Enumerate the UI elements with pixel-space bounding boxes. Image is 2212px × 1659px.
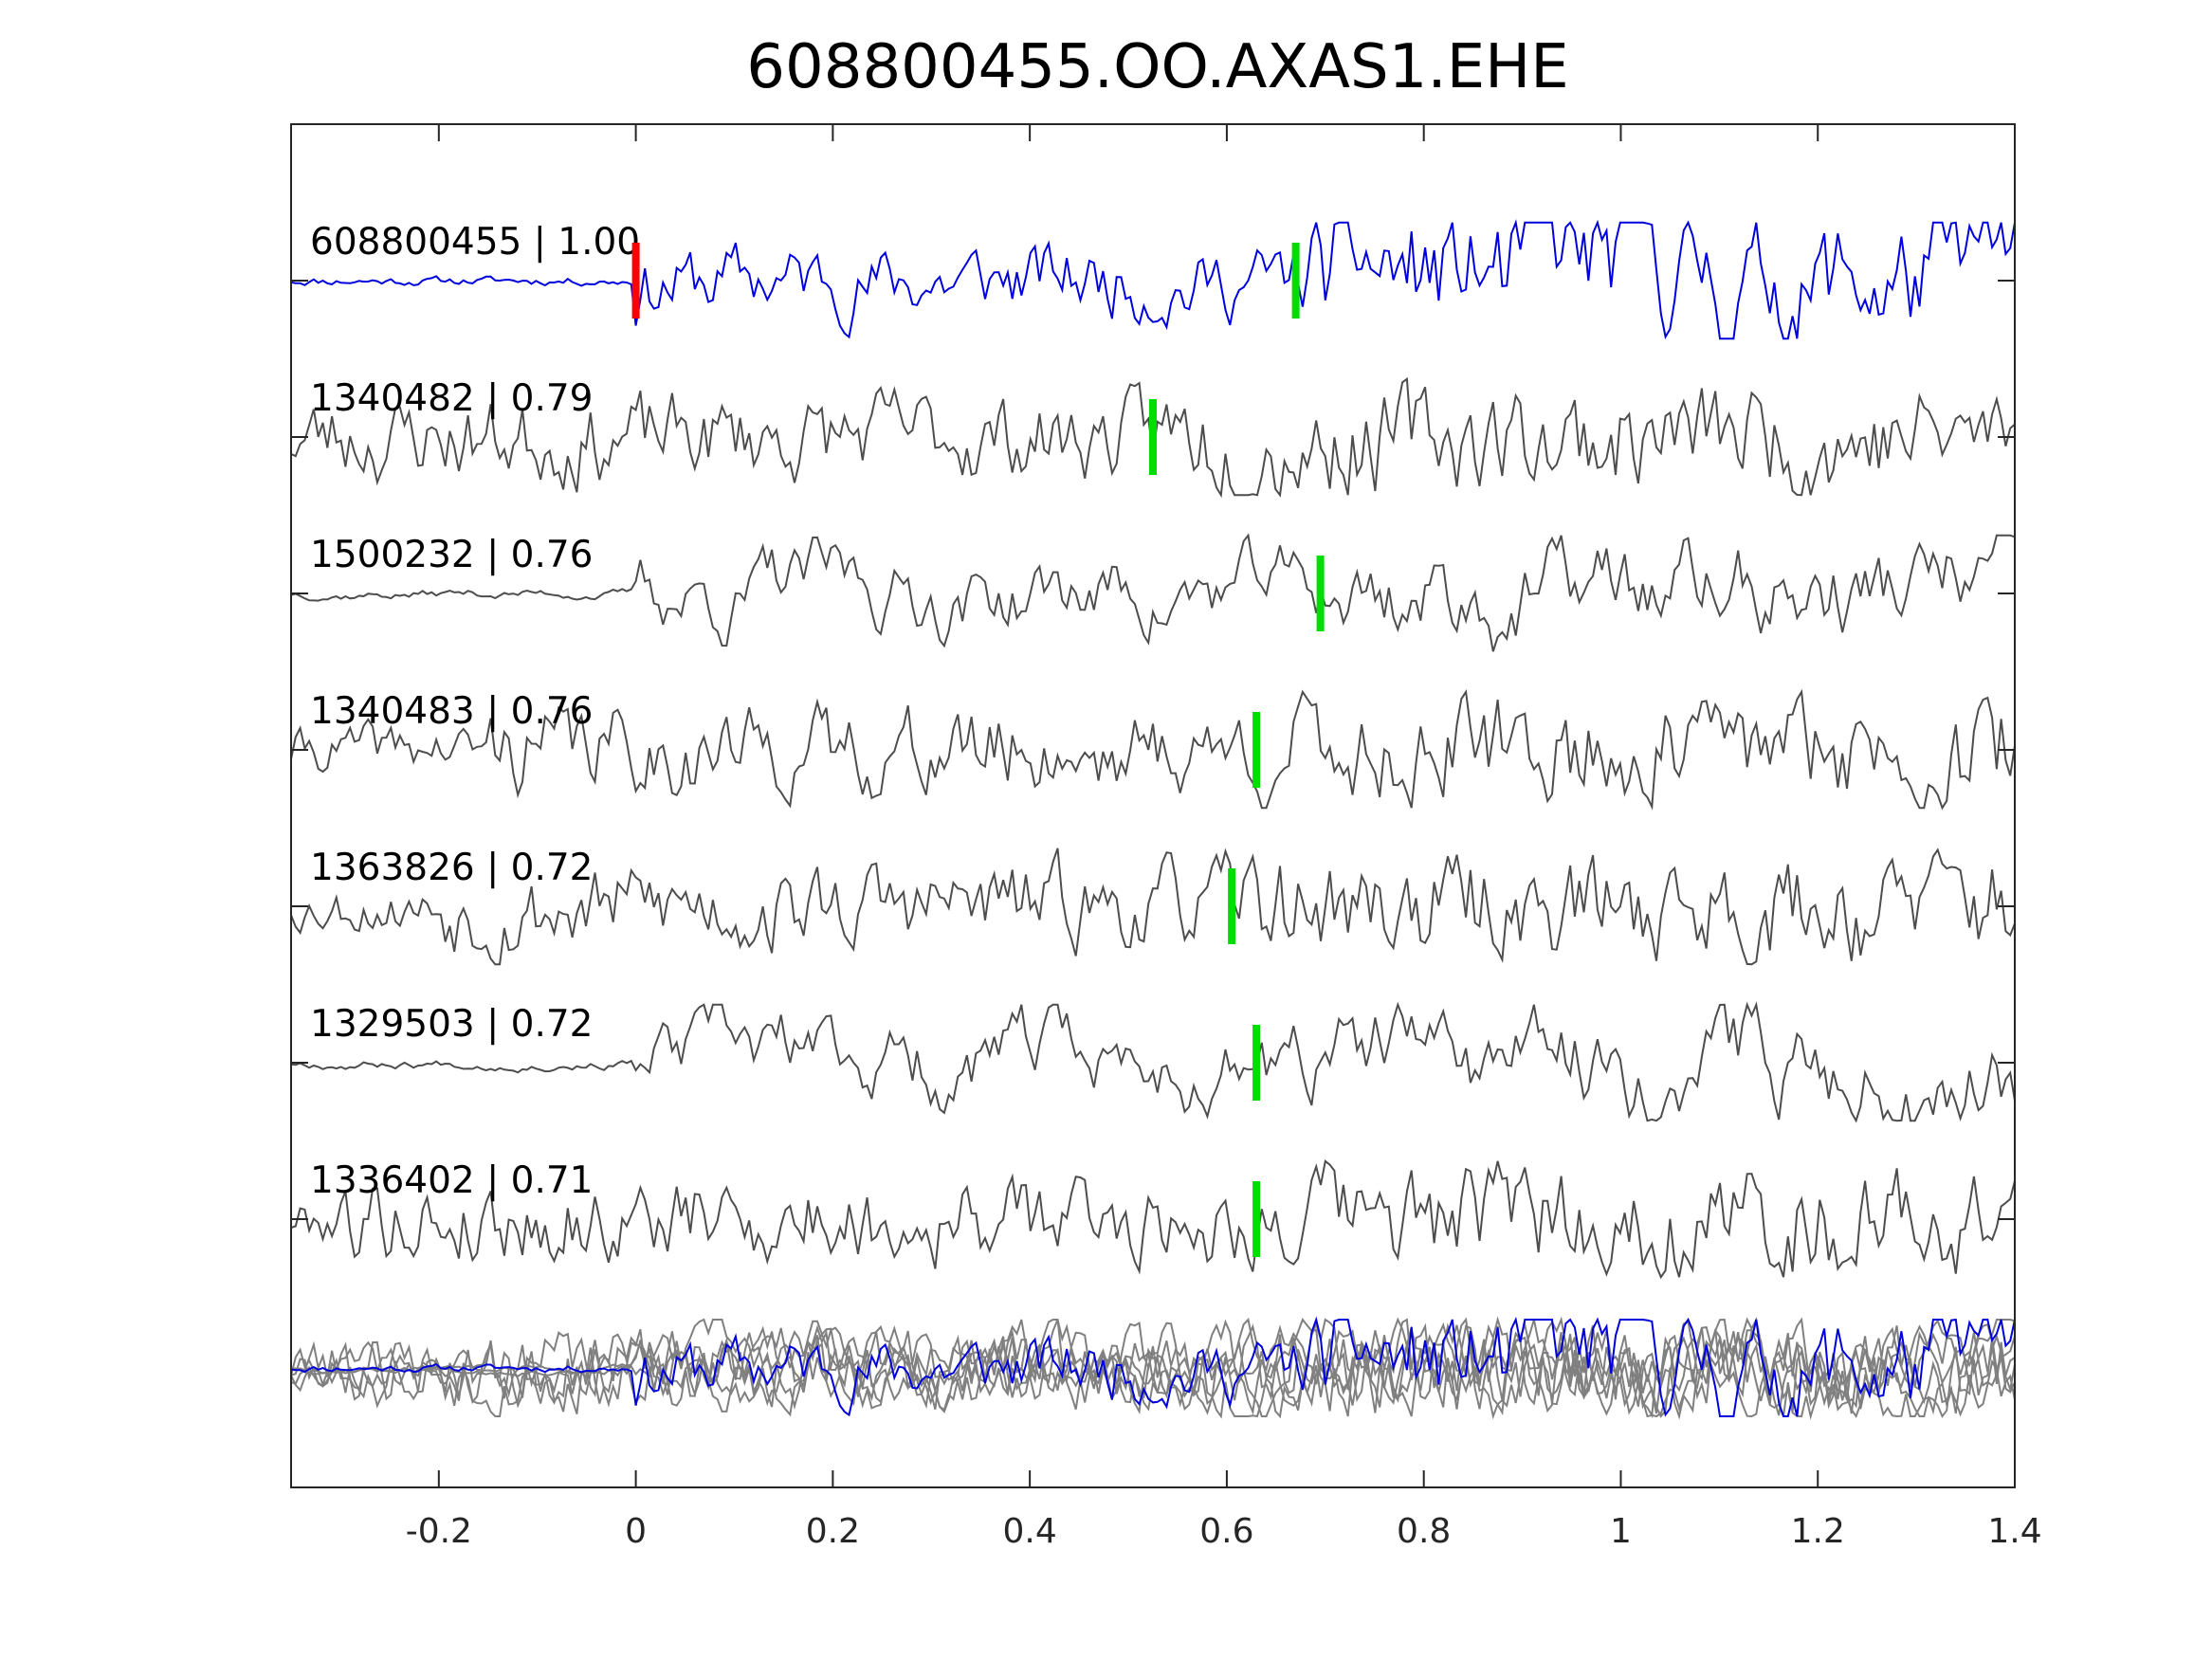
trace-line-1363826: [290, 848, 2016, 966]
trace-label-1363826: 1363826 | 0.72: [310, 847, 593, 889]
picks-group: [631, 243, 1325, 1257]
trace-line-608800455: [290, 219, 2016, 340]
x-tick-label: 1.2: [1791, 1512, 1845, 1551]
trace-labels-group: 608800455 | 1.00 1340482 | 0.79 1500232 | …: [310, 221, 640, 1202]
x-tick-label: 0: [625, 1512, 647, 1551]
stack-line-1340483: [290, 1317, 2016, 1419]
trace-label-1340482: 1340482 | 0.79: [310, 377, 593, 420]
x-tick-label: 1.4: [1987, 1512, 2041, 1551]
x-tick-label: 0.8: [1397, 1512, 1451, 1551]
stack-line-1340482: [290, 1318, 2016, 1420]
traces-group: [290, 219, 2016, 1280]
chart-title: 608800455.OO.AXAS1.EHE: [746, 32, 1568, 102]
stack-overlay: [290, 1316, 2016, 1420]
plot-frame: [290, 123, 2016, 1488]
stack-line-1336402: [290, 1316, 2016, 1420]
x-tick-label: 0.4: [1003, 1512, 1057, 1551]
trace-line-1500232: [290, 533, 2016, 652]
x-tick-label: -0.2: [406, 1512, 472, 1551]
trace-label-1500232: 1500232 | 0.76: [310, 534, 593, 576]
trace-label-1336402: 1336402 | 0.71: [310, 1159, 593, 1202]
x-tick-label: 0.6: [1199, 1512, 1253, 1551]
x-tick-label: 0.2: [806, 1512, 860, 1551]
x-tick-label: 1: [1610, 1512, 1632, 1551]
trace-line-1329503: [290, 1001, 2016, 1123]
trace-label-608800455: 608800455 | 1.00: [310, 221, 640, 264]
x-axis: -0.2 0 0.2 0.4 0.6 0.8 1 1.2 1.4: [406, 124, 2042, 1551]
trace-line-1336402: [290, 1158, 2016, 1280]
stack-line-608800455: [290, 1316, 2016, 1417]
trace-label-1340483: 1340483 | 0.76: [310, 690, 593, 733]
trace-line-1340483: [290, 688, 2016, 811]
trace-label-1329503: 1329503 | 0.72: [310, 1003, 593, 1046]
